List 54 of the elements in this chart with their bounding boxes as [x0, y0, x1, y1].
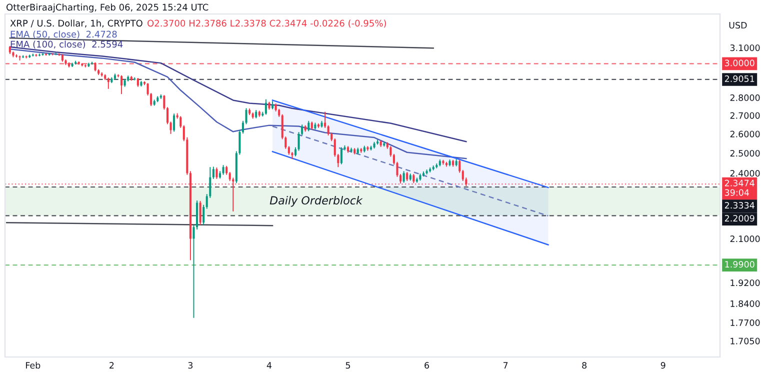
- candlestick: [163, 94, 166, 110]
- candlestick: [180, 116, 182, 128]
- candlestick: [324, 111, 326, 128]
- y-tick-label: 2.1000: [730, 236, 760, 242]
- y-tick-label: 3.1000: [730, 44, 760, 52]
- y-tick-label: 2.8000: [730, 94, 760, 102]
- candlestick: [107, 77, 110, 90]
- y-tick-label: 2.7000: [730, 112, 760, 119]
- band-label: Daily Orderblock: [270, 196, 363, 207]
- ref-line-label: 2.3334: [724, 202, 754, 209]
- candlestick: [308, 120, 310, 132]
- candlestick: [458, 159, 461, 174]
- y-tick-label: 1.8400: [730, 300, 760, 307]
- candlestick: [412, 174, 415, 184]
- ref-line-label: 1.9900: [725, 261, 754, 268]
- text: OtterBiraajCharting, Feb 06, 2025 15:24 UTC: [6, 4, 208, 12]
- candlestick: [406, 171, 408, 182]
- y-tick-label: 1.7050: [730, 338, 760, 344]
- x-tick-label: 7: [503, 362, 508, 369]
- candlestick: [216, 167, 218, 180]
- candlestick: [390, 146, 392, 158]
- ref-line-label: 2.9051: [724, 75, 754, 82]
- x-tick-label: Feb: [26, 362, 40, 369]
- y-tick-label: 2.4000: [730, 170, 760, 177]
- candlestick: [264, 98, 267, 116]
- candlestick: [294, 146, 297, 157]
- ref-line-label: 3.0000: [724, 60, 754, 66]
- candlestick: [212, 166, 214, 180]
- ref-line-label: 2.2009: [724, 214, 754, 222]
- candlestick: [199, 200, 202, 226]
- y-tick-label: 2.5000: [730, 150, 760, 157]
- y-tick-label: 1.9200: [730, 279, 760, 286]
- x-tick-label: 2: [110, 362, 114, 369]
- line-series: [9, 48, 467, 160]
- x-tick-label: 8: [582, 362, 587, 369]
- text: XRP / U.S. Dollar, 1h, CRYPTO: [10, 20, 142, 28]
- x-tick-label: 5: [346, 362, 350, 369]
- y-axis-title: USD: [729, 22, 747, 29]
- ref-line-label: 2.3474 39:04: [724, 180, 754, 196]
- candlestick: [120, 74, 123, 95]
- x-tick-label: 9: [660, 362, 666, 369]
- candlestick: [202, 204, 205, 226]
- candlestick: [222, 164, 224, 176]
- x-tick-label: 4: [266, 362, 272, 369]
- y-tick-label: 2.6000: [730, 130, 760, 138]
- x-tick-label: 3: [188, 362, 193, 369]
- series-label: EMA (100, close) 2.5594: [10, 40, 123, 49]
- candlestick: [340, 146, 342, 165]
- candlestick: [173, 113, 176, 132]
- x-tick-label: 6: [424, 362, 430, 369]
- series-label: EMA (50, close) 2.4728: [10, 30, 117, 39]
- text: O2.3700 H2.3786 L2.3378 C2.3474 -0.0226 (-0.95%): [148, 20, 386, 28]
- candlestick: [402, 170, 405, 184]
- y-tick-label: 1.7700: [730, 319, 760, 326]
